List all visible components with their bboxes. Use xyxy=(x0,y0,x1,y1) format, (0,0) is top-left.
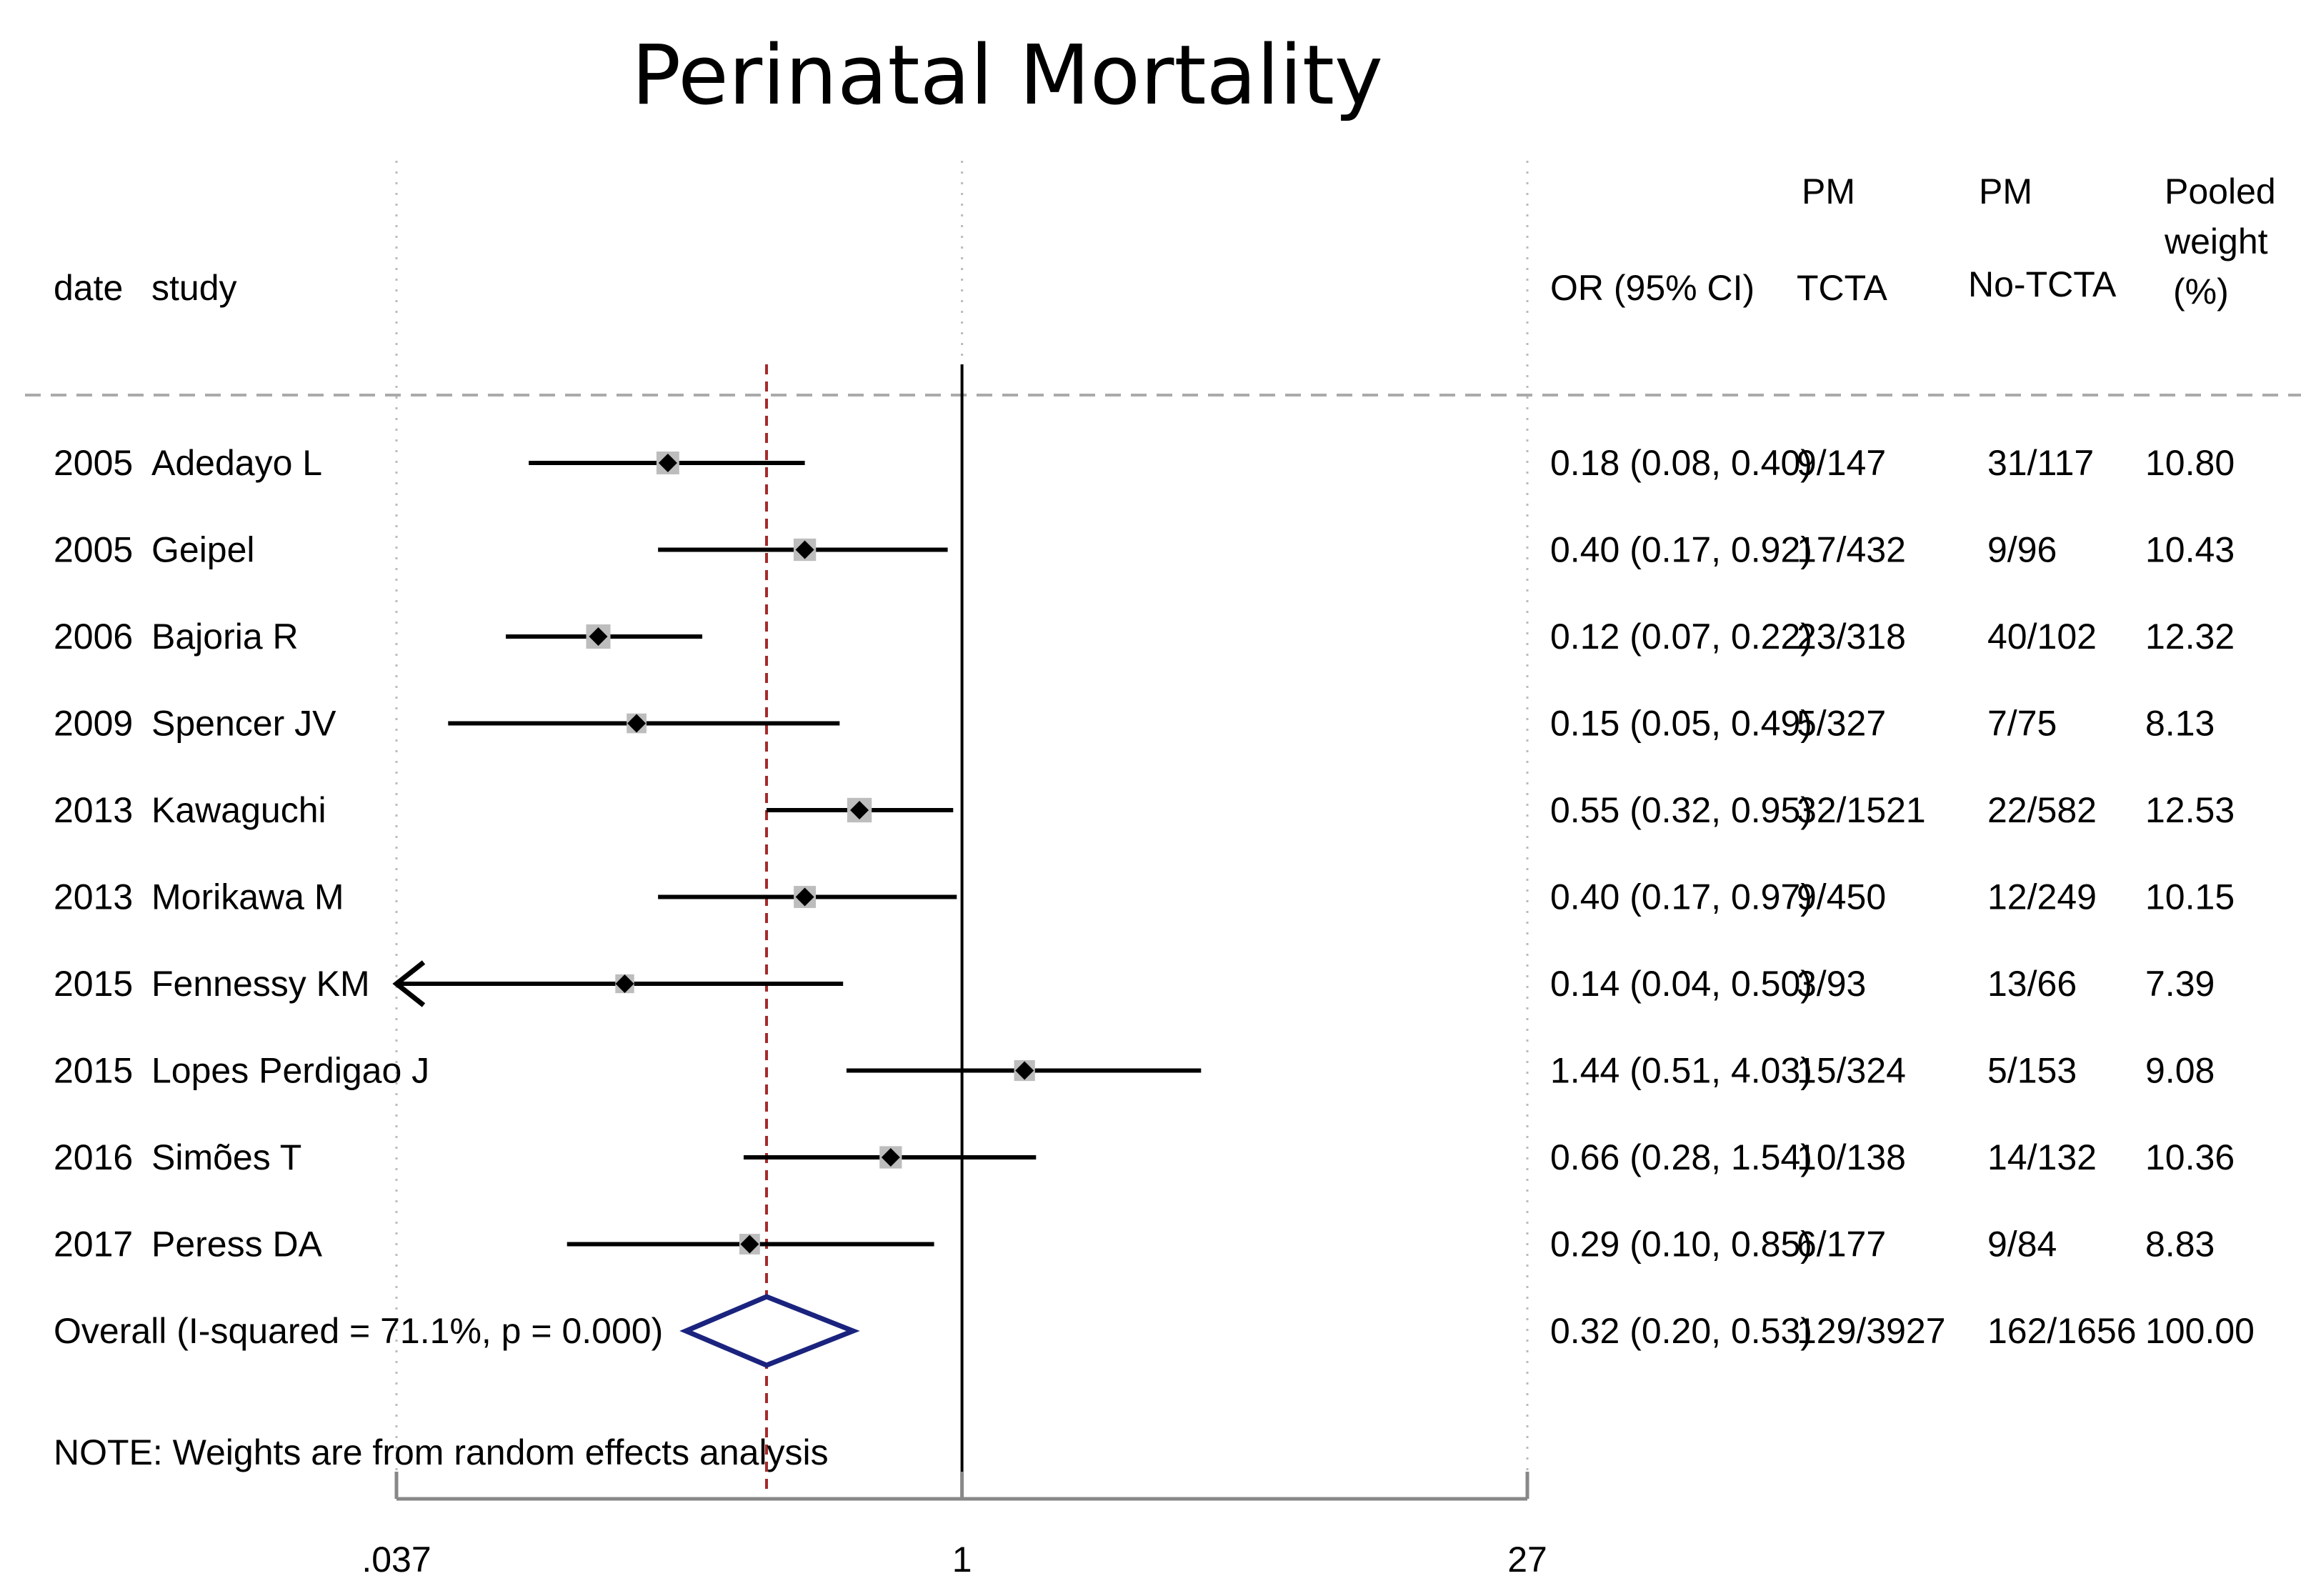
point-estimate xyxy=(615,974,634,993)
point-estimate xyxy=(795,887,814,907)
point-estimate xyxy=(740,1235,759,1254)
row-weight: 12.53 xyxy=(2145,790,2235,830)
row-or-ci: 0.18 (0.08, 0.40) xyxy=(1550,443,1812,483)
point-estimate xyxy=(589,627,608,646)
row-or-ci: 0.12 (0.07, 0.22) xyxy=(1550,617,1812,657)
row-study: Morikawa M xyxy=(151,877,344,917)
header-weight-line3: (%) xyxy=(2173,271,2229,311)
row-or-ci: 1.44 (0.51, 4.03) xyxy=(1550,1051,1812,1091)
point-estimate xyxy=(850,801,869,819)
row-study: Fennessy KM xyxy=(151,964,370,1004)
row-pm-no-tcta: 7/75 xyxy=(1987,704,2057,744)
row-date: 2016 xyxy=(54,1137,133,1177)
row-date: 2005 xyxy=(54,443,133,483)
row-weight: 10.43 xyxy=(2145,530,2235,570)
header-weight-line2: weight xyxy=(2164,221,2268,261)
header-pm-tcta-line1: PM xyxy=(1802,171,1855,211)
row-pm-tcta: 3/93 xyxy=(1797,964,1866,1004)
row-pm-no-tcta: 9/96 xyxy=(1987,530,2057,570)
row-weight: 8.83 xyxy=(2145,1225,2215,1265)
x-tick-label: .037 xyxy=(361,1540,431,1580)
row-date: 2015 xyxy=(54,1051,133,1091)
row-pm-tcta: 5/327 xyxy=(1797,704,1886,744)
row-pm-no-tcta: 9/84 xyxy=(1987,1225,2057,1265)
row-pm-no-tcta: 40/102 xyxy=(1987,617,2097,657)
row-weight: 9.08 xyxy=(2145,1051,2215,1091)
row-date: 2013 xyxy=(54,877,133,917)
row-weight: 12.32 xyxy=(2145,617,2235,657)
row-study: Lopes Perdigao J xyxy=(151,1051,429,1091)
row-study: Spencer JV xyxy=(151,704,336,744)
row-or-ci: 0.29 (0.10, 0.85) xyxy=(1550,1225,1812,1265)
row-pm-tcta: 6/177 xyxy=(1797,1225,1886,1265)
overall-label: Overall (I-squared = 71.1%, p = 0.000) xyxy=(54,1311,663,1351)
row-or-ci: 0.14 (0.04, 0.50) xyxy=(1550,964,1812,1004)
row-or-ci: 0.15 (0.05, 0.49) xyxy=(1550,704,1812,744)
row-date: 2009 xyxy=(54,704,133,744)
row-or-ci: 0.40 (0.17, 0.92) xyxy=(1550,530,1812,570)
header-study: study xyxy=(151,268,237,308)
header-date: date xyxy=(54,268,123,308)
point-estimate xyxy=(795,540,814,559)
x-tick-label: 27 xyxy=(1507,1540,1547,1580)
row-or-ci: 0.55 (0.32, 0.95) xyxy=(1550,790,1812,830)
row-pm-tcta: 15/324 xyxy=(1797,1051,1906,1091)
row-weight: 8.13 xyxy=(2145,704,2215,744)
row-pm-tcta: 9/147 xyxy=(1797,443,1886,483)
row-weight: 10.80 xyxy=(2145,443,2235,483)
row-study: Bajoria R xyxy=(151,617,299,657)
point-estimate xyxy=(658,454,677,472)
row-study: Simões T xyxy=(151,1137,301,1177)
header-pm-no-tcta-line2: No-TCTA xyxy=(1968,264,2117,304)
row-pm-tcta: 9/450 xyxy=(1797,877,1886,917)
header-or-ci: OR (95% CI) xyxy=(1550,268,1755,308)
row-pm-tcta: 32/1521 xyxy=(1797,790,1926,830)
row-pm-no-tcta: 14/132 xyxy=(1987,1137,2097,1177)
row-pm-no-tcta: 12/249 xyxy=(1987,877,2097,917)
row-date: 2013 xyxy=(54,790,133,830)
row-study: Geipel xyxy=(151,530,255,570)
note-text: NOTE: Weights are from random effects an… xyxy=(54,1432,829,1472)
row-date: 2017 xyxy=(54,1225,133,1265)
row-pm-no-tcta: 31/117 xyxy=(1987,443,2094,483)
row-study: Kawaguchi xyxy=(151,790,326,830)
header-weight-line1: Pooled xyxy=(2165,171,2276,211)
row-date: 2006 xyxy=(54,617,133,657)
row-pm-no-tcta: 5/153 xyxy=(1987,1051,2077,1091)
row-or-ci: 0.40 (0.17, 0.97) xyxy=(1550,877,1812,917)
point-estimate xyxy=(1015,1061,1034,1080)
row-pm-no-tcta: 22/582 xyxy=(1987,790,2097,830)
overall-diamond xyxy=(679,1294,860,1368)
overall-weight: 100.00 xyxy=(2145,1311,2255,1351)
point-estimate xyxy=(627,714,647,733)
row-pm-tcta: 23/318 xyxy=(1797,617,1906,657)
row-pm-tcta: 10/138 xyxy=(1797,1137,1906,1177)
point-estimate xyxy=(881,1148,900,1167)
row-weight: 7.39 xyxy=(2145,964,2215,1004)
row-or-ci: 0.66 (0.28, 1.54) xyxy=(1550,1137,1812,1177)
row-study: Peress DA xyxy=(151,1225,323,1265)
header-pm-no-tcta-line1: PM xyxy=(1979,171,2032,211)
chart-title: Perinatal Mortality xyxy=(632,28,1383,124)
x-tick-label: 1 xyxy=(952,1540,972,1580)
row-weight: 10.15 xyxy=(2145,877,2235,917)
overall-pm-tcta: 129/3927 xyxy=(1797,1311,1946,1351)
row-date: 2015 xyxy=(54,964,133,1004)
row-study: Adedayo L xyxy=(151,443,322,483)
row-pm-tcta: 17/432 xyxy=(1797,530,1906,570)
row-date: 2005 xyxy=(54,530,133,570)
overall-or-ci: 0.32 (0.20, 0.53) xyxy=(1550,1311,1812,1351)
row-weight: 10.36 xyxy=(2145,1137,2235,1177)
ci-arrow-left xyxy=(392,960,426,1007)
row-pm-no-tcta: 13/66 xyxy=(1987,964,2077,1004)
overall-pm-no-tcta: 162/1656 xyxy=(1987,1311,2137,1351)
header-pm-tcta-line2: TCTA xyxy=(1797,268,1887,308)
